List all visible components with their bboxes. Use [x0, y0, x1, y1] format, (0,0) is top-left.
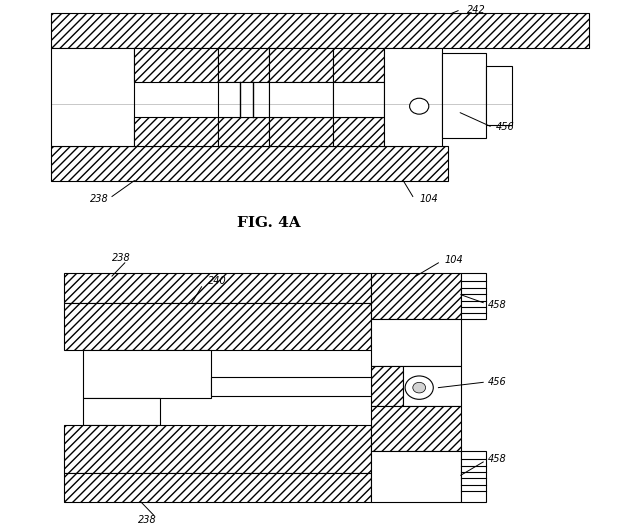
Bar [269, 82, 333, 117]
Text: 458: 458 [488, 301, 506, 310]
Bar [218, 82, 269, 117]
Bar [371, 319, 461, 366]
Bar [333, 48, 384, 82]
Text: 104: 104 [445, 255, 463, 265]
Text: 456: 456 [496, 123, 515, 132]
Bar [442, 53, 486, 138]
Text: 238: 238 [138, 516, 157, 525]
Bar [371, 406, 461, 451]
Bar [461, 273, 486, 319]
Bar [64, 303, 371, 350]
Bar [371, 273, 461, 319]
Bar [486, 66, 512, 125]
Bar [269, 48, 333, 82]
Text: 456: 456 [488, 378, 506, 387]
Bar [384, 48, 442, 146]
Circle shape [405, 376, 433, 399]
Bar [218, 48, 269, 82]
Text: FIG. 4A: FIG. 4A [237, 216, 301, 230]
Text: 238: 238 [90, 194, 109, 204]
Text: 240: 240 [208, 277, 227, 286]
Bar [83, 398, 160, 425]
Text: 458: 458 [488, 455, 506, 464]
Bar [269, 117, 333, 146]
Bar [134, 48, 218, 82]
Bar [218, 117, 269, 146]
Bar [64, 425, 371, 473]
Bar [51, 146, 448, 181]
Bar [51, 13, 589, 48]
Bar [461, 451, 486, 502]
Bar [371, 366, 403, 406]
Bar [371, 451, 461, 502]
Text: 238: 238 [112, 253, 131, 262]
Bar [333, 82, 384, 117]
Bar [51, 48, 134, 146]
Text: 242: 242 [467, 5, 486, 14]
Text: 104: 104 [419, 194, 438, 204]
Bar [333, 117, 384, 146]
Circle shape [410, 98, 429, 114]
Bar [134, 117, 218, 146]
Circle shape [413, 382, 426, 393]
Bar [83, 350, 211, 398]
Bar [64, 473, 371, 502]
Bar [64, 273, 371, 303]
Bar [403, 366, 461, 406]
Bar [211, 377, 371, 396]
